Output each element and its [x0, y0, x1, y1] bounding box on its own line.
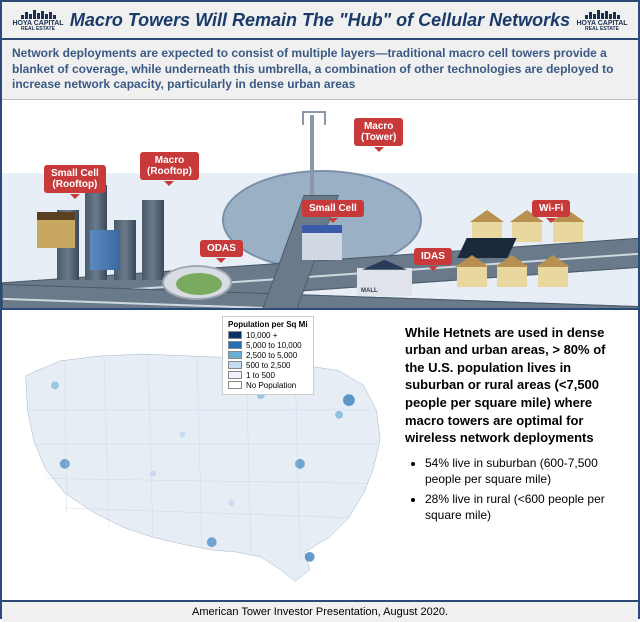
text-panel: While Hetnets are used in dense urban an…: [397, 310, 637, 600]
legend-label: 5,000 to 10,000: [246, 341, 302, 350]
legend-swatch: [228, 361, 242, 369]
legend-swatch: [228, 341, 242, 349]
legend-row: 10,000 +: [228, 331, 308, 340]
map-legend: Population per Sq Mi 10,000 +5,000 to 10…: [222, 316, 314, 395]
us-map-panel: Population per Sq Mi 10,000 +5,000 to 10…: [2, 310, 397, 600]
footer-source: American Tower Investor Presentation, Au…: [2, 600, 638, 622]
legend-label: 1 to 500: [246, 371, 275, 380]
subtitle-text: Network deployments are expected to cons…: [2, 40, 638, 100]
bullet-item: 54% live in suburban (600-7,500 people p…: [425, 455, 625, 487]
legend-title: Population per Sq Mi: [228, 320, 308, 329]
callout-idas: IDAS: [414, 248, 452, 265]
house-row: [457, 265, 568, 292]
callout-small-cell: Small Cell: [302, 200, 364, 217]
blue-building: [90, 230, 120, 270]
small-cell-rooftop-building: [37, 218, 75, 248]
us-map: [6, 314, 393, 596]
small-cell-building: [302, 225, 342, 260]
legend-swatch: [228, 351, 242, 359]
callout-macro-rooftop: Macro(Rooftop): [140, 152, 199, 180]
legend-label: 2,500 to 5,000: [246, 351, 297, 360]
callout-small-cell-rooftop: Small Cell(Rooftop): [44, 165, 106, 193]
page-title: Macro Towers Will Remain The "Hub" of Ce…: [68, 10, 572, 31]
legend-row: 5,000 to 10,000: [228, 341, 308, 350]
legend-row: 500 to 2,500: [228, 361, 308, 370]
lower-section: Population per Sq Mi 10,000 +5,000 to 10…: [2, 310, 638, 600]
legend-row: 1 to 500: [228, 371, 308, 380]
logo-text-bottom: REAL ESTATE: [21, 27, 55, 32]
legend-label: 10,000 +: [246, 331, 277, 340]
body-text: While Hetnets are used in dense urban an…: [405, 324, 625, 447]
macro-tower-icon: [310, 115, 314, 195]
legend-row: No Population: [228, 381, 308, 390]
logo-right: HOYA CAPITAL REAL ESTATE: [572, 6, 632, 34]
legend-label: No Population: [246, 381, 296, 390]
bullet-list: 54% live in suburban (600-7,500 people p…: [405, 455, 625, 524]
callout-macro-tower: Macro(Tower): [354, 118, 403, 146]
callout-wifi: Wi-Fi: [532, 200, 570, 217]
legend-row: 2,500 to 5,000: [228, 351, 308, 360]
bullet-item: 28% live in rural (<600 people per squar…: [425, 491, 625, 523]
logo-skyline-icon: [577, 9, 627, 19]
mall-icon: MALL: [357, 268, 412, 296]
logo-skyline-icon: [13, 9, 63, 19]
legend-swatch: [228, 371, 242, 379]
logo-text-bottom: REAL ESTATE: [585, 27, 619, 32]
callout-odas: ODAS: [200, 240, 243, 257]
legend-swatch: [228, 381, 242, 389]
network-illustration: MALL Small Cell(Rooftop) Macro(Rooftop) Ma…: [2, 100, 638, 310]
legend-label: 500 to 2,500: [246, 361, 290, 370]
logo-left: HOYA CAPITAL REAL ESTATE: [8, 6, 68, 34]
stadium-icon: [162, 265, 232, 300]
header-bar: HOYA CAPITAL REAL ESTATE Macro Towers Wi…: [2, 2, 638, 40]
legend-swatch: [228, 331, 242, 339]
